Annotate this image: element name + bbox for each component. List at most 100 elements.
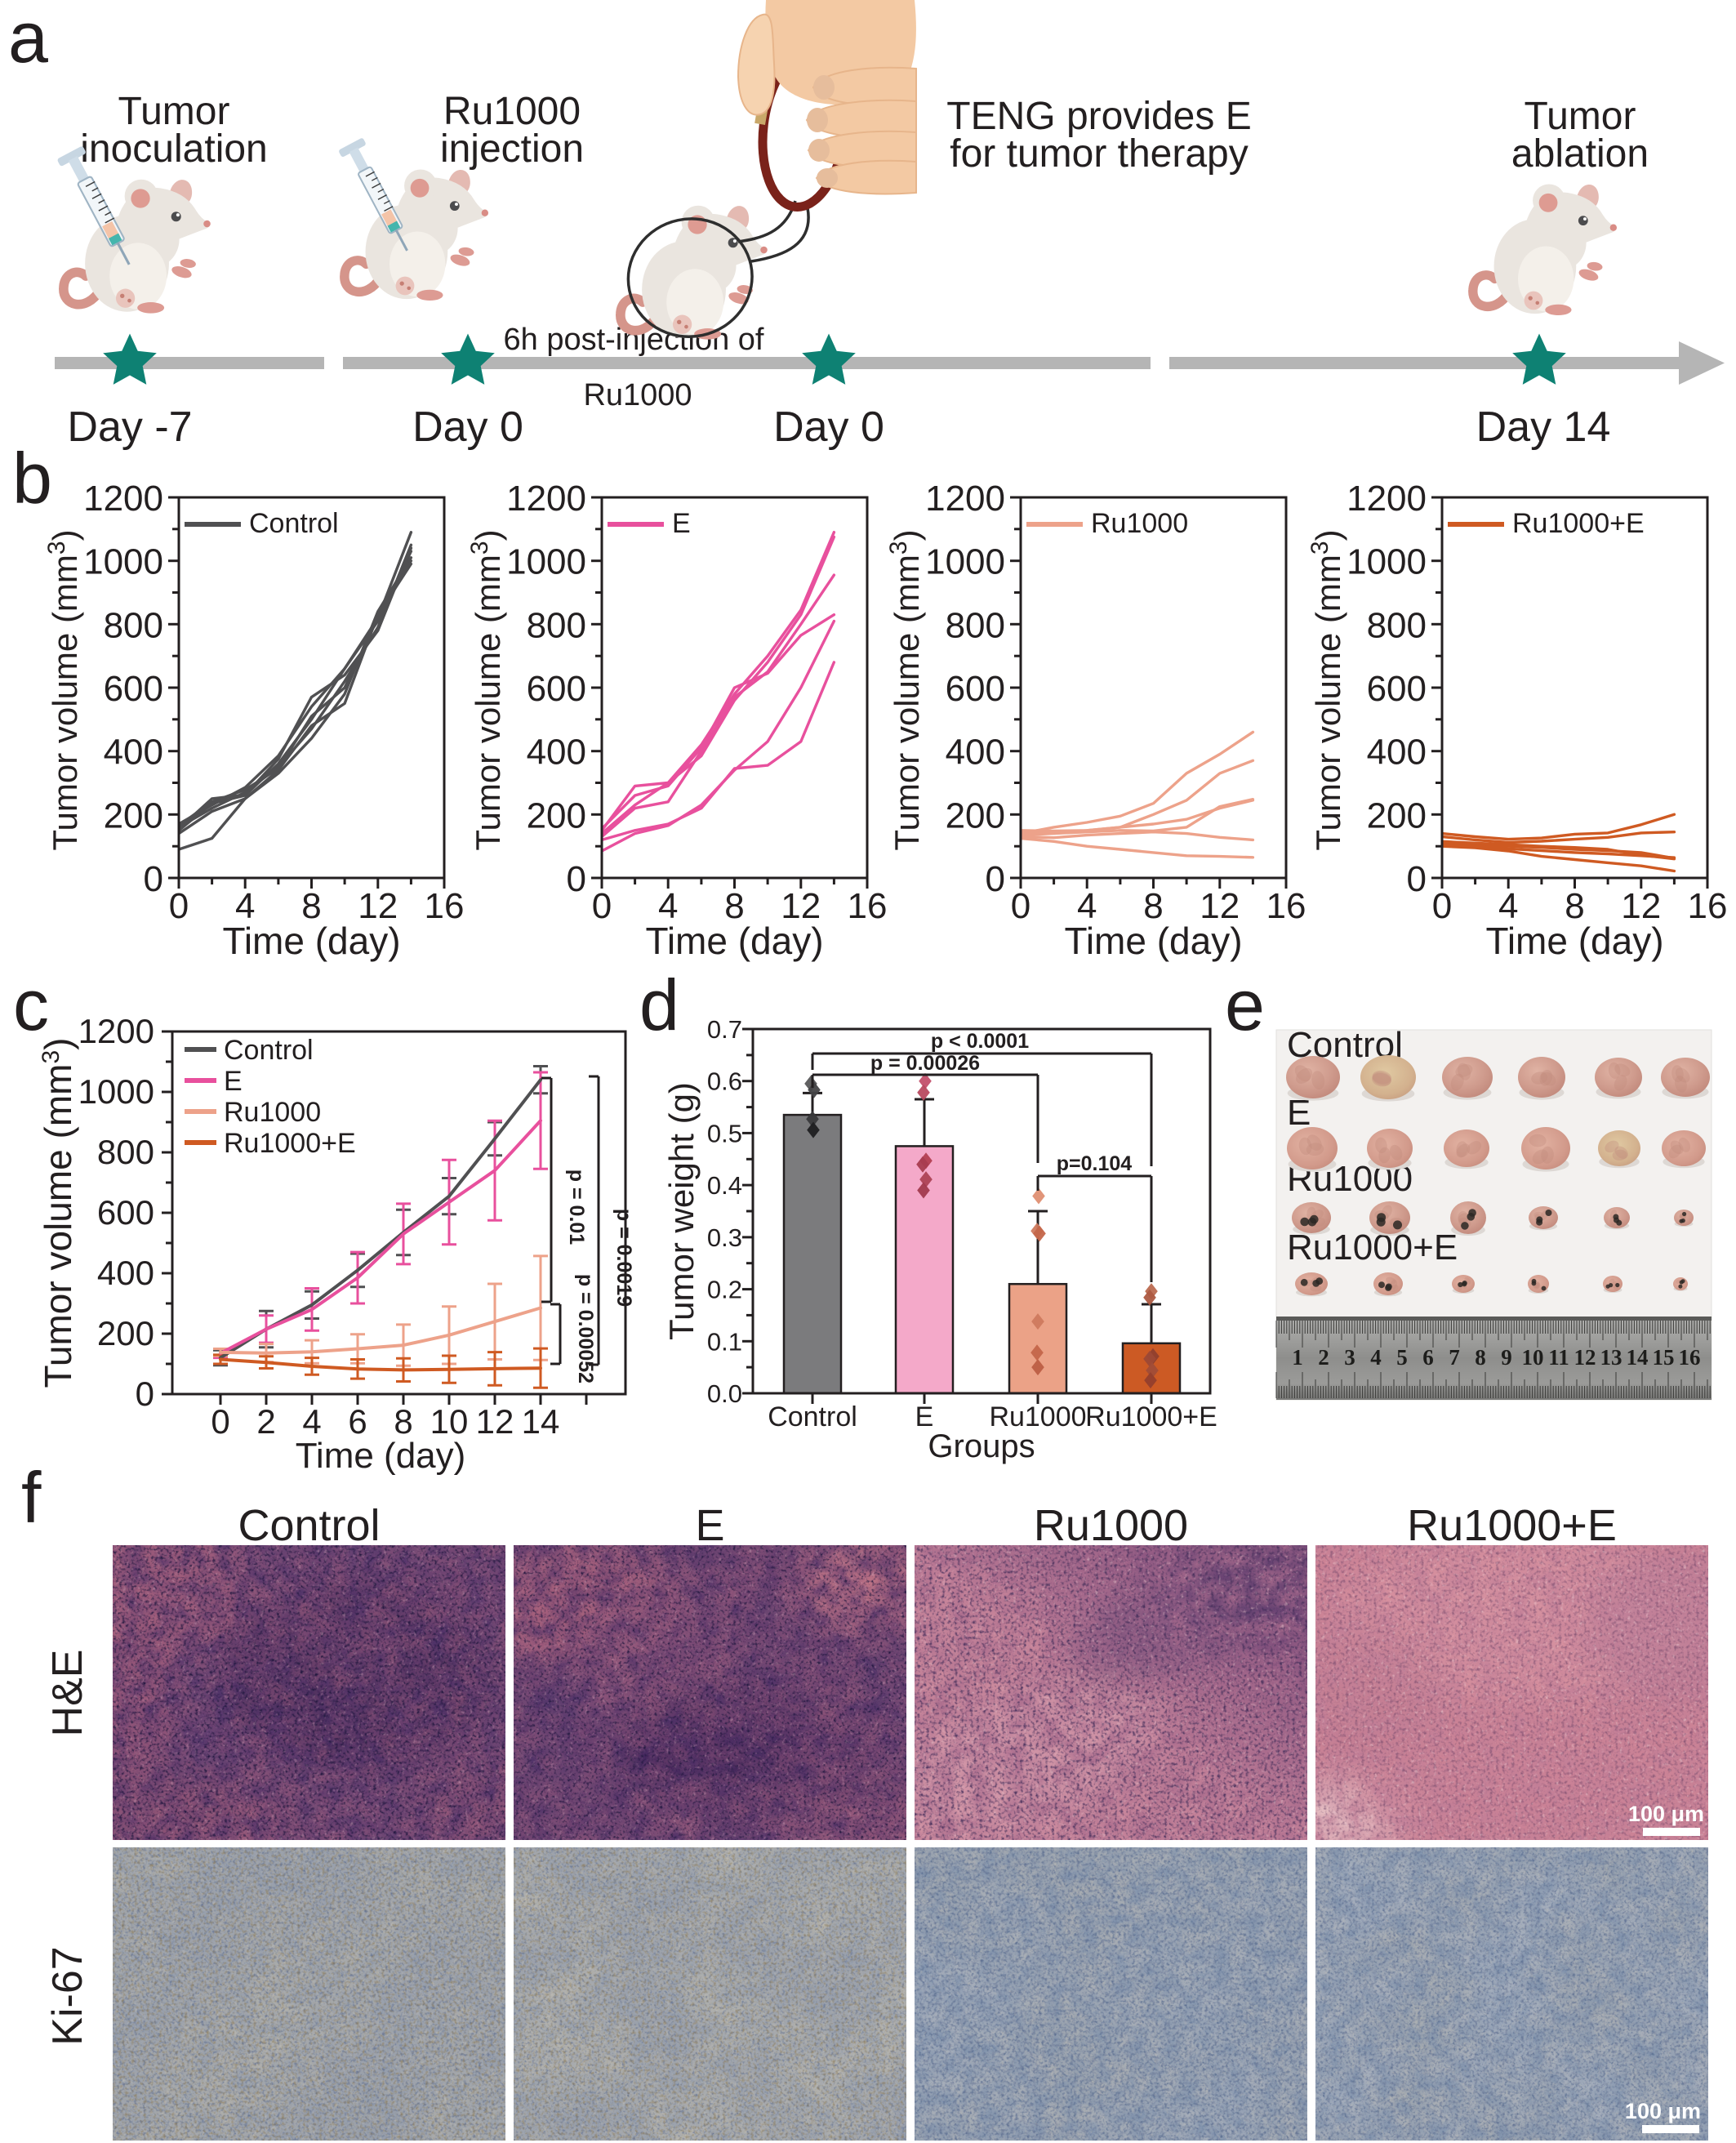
svg-text:13: 13 [1600,1345,1622,1370]
svg-text:1200: 1200 [78,1012,154,1050]
svg-text:800: 800 [946,605,1005,645]
svg-text:8: 8 [394,1402,412,1441]
svg-text:200: 200 [946,795,1005,835]
svg-text:0.4: 0.4 [707,1171,742,1200]
svg-text:p = 0.00052: p = 0.00052 [574,1274,597,1383]
svg-text:Control: Control [249,508,339,539]
svg-text:Day 0: Day 0 [412,403,523,451]
svg-text:15: 15 [1653,1345,1675,1370]
svg-text:12: 12 [476,1402,514,1441]
svg-text:9: 9 [1501,1345,1512,1370]
svg-text:2: 2 [256,1402,275,1441]
svg-text:16: 16 [1679,1345,1701,1370]
svg-text:0: 0 [1011,886,1030,926]
svg-text:Ru1000+E: Ru1000+E [1085,1401,1217,1432]
svg-text:for tumor therapy: for tumor therapy [950,132,1248,176]
svg-text:p = 0.0019: p = 0.0019 [612,1209,635,1307]
svg-text:Time (day): Time (day) [645,920,823,962]
svg-text:600: 600 [527,669,586,709]
svg-text:200: 200 [97,1314,154,1352]
svg-text:0: 0 [1407,859,1427,899]
svg-text:800: 800 [97,1133,154,1171]
svg-text:800: 800 [104,605,163,645]
svg-text:8: 8 [724,886,744,926]
svg-text:Control: Control [238,1501,380,1550]
svg-text:Ru1000: Ru1000 [1091,508,1188,539]
svg-text:16: 16 [1688,886,1728,926]
svg-text:1000: 1000 [83,542,163,582]
svg-text:100 μm: 100 μm [1628,1802,1704,1826]
svg-text:800: 800 [1367,605,1427,645]
svg-text:12: 12 [1621,886,1661,926]
svg-text:4: 4 [1077,886,1097,926]
svg-text:5: 5 [1396,1345,1408,1370]
svg-text:800: 800 [527,605,586,645]
svg-text:Ru1000: Ru1000 [583,378,692,412]
svg-text:16: 16 [425,886,465,926]
svg-text:12: 12 [1200,886,1240,926]
svg-text:TENG provides E: TENG provides E [946,95,1251,138]
svg-text:d: d [639,965,679,1045]
svg-text:Tumor volume (mm3): Tumor volume (mm3) [37,1037,79,1388]
svg-text:Tumor volume (mm3): Tumor volume (mm3) [43,529,84,850]
svg-text:Control: Control [768,1401,857,1432]
svg-text:11: 11 [1548,1345,1569,1370]
svg-text:Groups: Groups [928,1428,1035,1464]
svg-text:600: 600 [946,669,1005,709]
svg-text:a: a [8,0,48,78]
svg-text:inoculation: inoculation [80,127,268,171]
svg-text:Control: Control [224,1035,314,1066]
svg-text:400: 400 [946,733,1005,773]
svg-text:400: 400 [527,733,586,773]
svg-text:e: e [1225,965,1265,1045]
svg-text:0.1: 0.1 [707,1327,742,1356]
svg-text:4: 4 [302,1402,321,1441]
svg-text:0: 0 [169,886,189,926]
svg-text:1000: 1000 [506,542,586,582]
svg-text:Time (day): Time (day) [296,1436,466,1476]
svg-text:1200: 1200 [925,479,1005,519]
svg-text:Ru1000: Ru1000 [224,1097,321,1128]
svg-text:200: 200 [1367,795,1427,835]
svg-text:1000: 1000 [925,542,1005,582]
svg-text:12: 12 [1574,1345,1596,1370]
svg-text:400: 400 [97,1254,154,1292]
svg-text:12: 12 [358,886,398,926]
svg-text:Ru1000+E: Ru1000+E [1512,508,1645,539]
svg-text:0.0: 0.0 [707,1379,742,1408]
svg-text:1000: 1000 [1347,542,1427,582]
svg-text:c: c [13,965,49,1045]
svg-text:0.7: 0.7 [707,1015,742,1044]
svg-text:1200: 1200 [83,479,163,519]
svg-text:Tumor: Tumor [1525,95,1636,138]
svg-text:Time (day): Time (day) [1485,920,1663,962]
svg-text:Tumor volume (mm3): Tumor volume (mm3) [466,529,507,850]
svg-text:600: 600 [1367,669,1427,709]
svg-text:3: 3 [1344,1345,1355,1370]
svg-text:p = 0.00026: p = 0.00026 [870,1052,980,1075]
svg-text:8: 8 [1565,886,1584,926]
svg-text:4: 4 [658,886,678,926]
svg-text:Ru1000+E: Ru1000+E [1407,1501,1617,1550]
svg-text:Time (day): Time (day) [1064,920,1242,962]
svg-text:p < 0.0001: p < 0.0001 [931,1030,1029,1053]
svg-text:0: 0 [1432,886,1452,926]
svg-text:ablation: ablation [1511,132,1649,176]
svg-text:0: 0 [211,1402,229,1441]
svg-text:400: 400 [104,733,163,773]
svg-text:0.3: 0.3 [707,1223,742,1252]
svg-text:0: 0 [592,886,612,926]
svg-text:injection: injection [440,127,584,171]
svg-text:1200: 1200 [506,479,586,519]
svg-text:8: 8 [301,886,321,926]
svg-text:14: 14 [1627,1345,1649,1370]
svg-text:Day 14: Day 14 [1476,403,1611,451]
svg-text:600: 600 [97,1193,154,1232]
svg-text:100 μm: 100 μm [1625,2099,1701,2123]
svg-text:0: 0 [136,1374,154,1413]
svg-text:16: 16 [848,886,888,926]
svg-text:Ru1000+E: Ru1000+E [224,1128,356,1159]
svg-text:Day 0: Day 0 [773,403,884,451]
svg-text:Ru1000: Ru1000 [989,1401,1086,1432]
svg-text:200: 200 [104,795,163,835]
